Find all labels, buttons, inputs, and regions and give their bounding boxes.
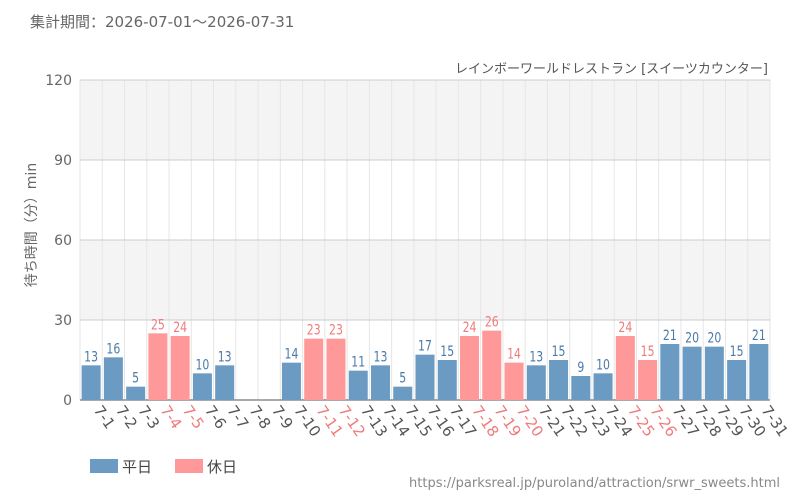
legend-label-holiday: 休日 [207, 458, 237, 476]
value-label: 20 [685, 329, 699, 346]
bar [103, 357, 123, 400]
attraction-name: レインボーワールドレストラン [スイーツカウンター] [455, 62, 768, 77]
grid-lines [79, 79, 771, 401]
bar [126, 386, 146, 400]
bar [727, 360, 747, 400]
x-tick-label: 7-8 [246, 402, 275, 432]
bar [482, 330, 502, 400]
bar [437, 360, 457, 400]
plot-band [80, 80, 770, 160]
value-label: 15 [641, 343, 655, 360]
x-axis-ticks: 7-17-27-37-47-57-67-77-87-97-107-117-127… [90, 402, 792, 440]
x-tick-label: 7-5 [179, 402, 208, 432]
bar [704, 346, 724, 400]
bar [593, 373, 613, 400]
value-label: 24 [173, 319, 187, 336]
value-label: 14 [285, 345, 299, 362]
bar [304, 338, 324, 400]
value-label: 16 [106, 340, 120, 357]
legend-swatch-weekday [90, 459, 118, 473]
value-label: 24 [618, 319, 632, 336]
legend-label-weekday: 平日 [122, 458, 152, 476]
value-label: 15 [552, 343, 566, 360]
plot-background [80, 80, 770, 320]
bar [571, 376, 591, 400]
y-tick-label: 30 [54, 313, 72, 329]
bar [549, 360, 569, 400]
y-axis-label: 待ち時間（分）min [24, 163, 40, 287]
x-tick-label: 7-7 [223, 402, 252, 432]
bar [81, 365, 101, 400]
y-tick-label: 120 [45, 73, 72, 89]
value-label: 23 [307, 321, 321, 338]
value-label: 5 [132, 369, 139, 386]
x-tick-label: 7-9 [268, 402, 297, 432]
x-tick-label: 7-6 [201, 402, 230, 432]
value-label: 24 [463, 319, 477, 336]
bar [638, 360, 658, 400]
value-label: 25 [151, 316, 165, 333]
value-label: 14 [507, 345, 521, 362]
value-label: 15 [440, 343, 454, 360]
value-label: 9 [577, 359, 584, 376]
x-tick-label: 7-2 [112, 402, 141, 432]
legend-swatch-holiday [175, 459, 203, 473]
value-label: 13 [529, 348, 543, 365]
value-label: 26 [485, 313, 499, 330]
bar [526, 365, 546, 400]
plot-band [80, 240, 770, 320]
bar [348, 370, 368, 400]
period-label: 集計期間：2026-07-01～2026-07-31 [30, 13, 294, 31]
bar [215, 365, 235, 400]
bar [749, 344, 769, 400]
value-label: 11 [351, 353, 365, 370]
x-tick-label: 7-3 [134, 402, 163, 432]
bar [415, 354, 435, 400]
x-tick-label: 7-4 [157, 402, 186, 432]
value-label: 21 [752, 327, 766, 344]
bar [504, 362, 524, 400]
bar [615, 336, 635, 400]
bar [281, 362, 301, 400]
value-label: 13 [218, 348, 232, 365]
value-label: 23 [329, 321, 343, 338]
value-label: 20 [707, 329, 721, 346]
bar [682, 346, 702, 400]
legend: 平日 休日 [90, 458, 237, 476]
value-label: 13 [84, 348, 98, 365]
bar [170, 336, 190, 400]
x-tick-label: 7-1 [90, 402, 119, 432]
bar [460, 336, 480, 400]
value-label: 17 [418, 337, 432, 354]
value-label: 15 [730, 343, 744, 360]
y-tick-label: 0 [63, 393, 72, 409]
value-label: 10 [596, 356, 610, 373]
bar [660, 344, 680, 400]
bar [370, 365, 390, 400]
value-label: 13 [374, 348, 388, 365]
value-label: 21 [663, 327, 677, 344]
bar [192, 373, 212, 400]
y-tick-label: 60 [54, 233, 72, 249]
bar [148, 333, 168, 400]
y-tick-label: 90 [54, 153, 72, 169]
bar [393, 386, 413, 400]
bar [326, 338, 346, 400]
bar-series [81, 330, 769, 400]
source-url: https://parksreal.jp/puroland/attraction… [409, 476, 780, 491]
value-label: 10 [195, 356, 209, 373]
y-axis-ticks: 0 30 60 90 120 [45, 73, 72, 409]
value-label: 5 [399, 369, 406, 386]
